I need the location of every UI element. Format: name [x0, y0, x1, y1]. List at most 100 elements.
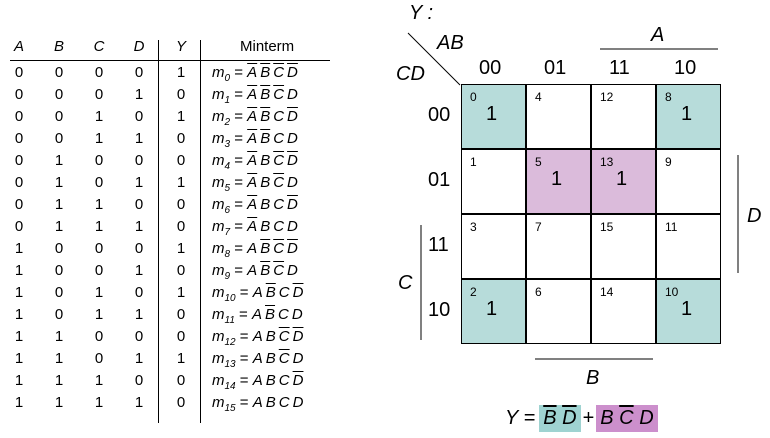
minterm-index: 9 — [224, 271, 231, 282]
minterm-equals: = — [230, 130, 248, 147]
tt-cell-a: 1 — [14, 328, 24, 345]
tt-cell-a: 1 — [14, 262, 24, 279]
kmap-row-var: CD — [396, 63, 425, 85]
minterm-literal: C — [273, 64, 285, 81]
header-b: B — [53, 38, 64, 55]
tt-cell-b: 0 — [54, 86, 64, 103]
minterm-literal: A — [247, 108, 258, 125]
kmap-cell-index: 4 — [535, 90, 542, 104]
kmap-col-label: 10 — [674, 57, 697, 79]
tt-cell-c: 1 — [94, 284, 104, 301]
header-y: Y — [175, 38, 186, 55]
header-d: D — [133, 38, 145, 55]
kmap-cell-index: 0 — [470, 90, 477, 104]
tt-cell-y: 0 — [176, 372, 186, 389]
minterm-literal: D — [287, 174, 298, 191]
kmap-cell-index: 8 — [665, 90, 672, 104]
tt-cell-d: 1 — [134, 306, 144, 323]
minterm-literal: A — [252, 372, 263, 389]
minterm-equals: = — [230, 174, 248, 191]
tt-cell-y: 0 — [176, 218, 186, 235]
header-c: C — [93, 38, 105, 55]
tt-cell-d: 0 — [134, 152, 144, 169]
kmap-cell-index: 2 — [470, 285, 477, 299]
minterm-index: 5 — [224, 183, 231, 194]
minterm-literal: D — [292, 328, 304, 345]
minterm-literal: D — [287, 262, 298, 279]
minterm-literal: C — [273, 174, 285, 191]
minterm-literal: D — [292, 394, 304, 411]
tt-cell-b: 1 — [54, 394, 64, 411]
minterm-symbol: m — [212, 152, 225, 169]
kmap-cell-value: 1 — [551, 168, 563, 190]
header-rule — [10, 60, 330, 61]
header-a: A — [13, 38, 24, 55]
minterm-equals: = — [230, 218, 248, 235]
divider-output — [200, 40, 201, 423]
kmap-col-var: AB — [437, 32, 464, 54]
kmap-cell: 7 — [526, 214, 591, 279]
var-c-label: C — [398, 272, 413, 294]
minterm-literal: B — [265, 350, 276, 367]
minterm-literal: D — [287, 86, 298, 103]
minterm-index: 6 — [224, 205, 231, 216]
minterm-symbol: m — [212, 64, 225, 81]
minterm-literal: C — [273, 130, 285, 147]
kmap-cell: 10 1 — [656, 279, 721, 344]
kmap-cell: 15 — [591, 214, 656, 279]
tt-cell-a: 1 — [14, 284, 24, 301]
minterm-literal: C — [273, 218, 285, 235]
term1-var: B — [543, 407, 557, 429]
tt-cell-b: 0 — [54, 130, 64, 147]
tt-cell-c: 1 — [94, 372, 104, 389]
minterm-literal: A — [247, 218, 258, 235]
kmap-cell-index: 1 — [470, 155, 477, 169]
kmap-cell: 6 — [526, 279, 591, 344]
minterm-literal: B — [265, 328, 276, 345]
minterm-equals: = — [235, 350, 253, 367]
minterm-literal: B — [260, 196, 271, 213]
minterm-literal: D — [287, 108, 298, 125]
tt-cell-d: 1 — [134, 130, 144, 147]
kmap-cell-index: 6 — [535, 285, 542, 299]
kmap-output-label: Y : — [409, 2, 434, 24]
tt-cell-d: 0 — [134, 328, 144, 345]
tt-cell-d: 0 — [134, 64, 144, 81]
kmap-cell: 1 — [461, 149, 526, 214]
kmap-cell-index: 12 — [600, 90, 614, 104]
minterm-index: 12 — [224, 337, 236, 348]
minterm-literal: D — [287, 240, 298, 257]
minterm-literal: B — [260, 130, 271, 147]
minterm-literal: A — [247, 64, 258, 81]
tt-cell-d: 0 — [134, 284, 144, 301]
kmap-cell-value: 1 — [486, 298, 498, 320]
tt-cell-a: 1 — [14, 372, 24, 389]
minterm-literal: D — [287, 64, 298, 81]
kmap-cell-index: 3 — [470, 220, 477, 234]
minterm-literal: A — [252, 306, 263, 323]
kmap-row-label: 01 — [428, 169, 451, 191]
tt-cell-c: 0 — [94, 328, 104, 345]
tt-cell-d: 0 — [134, 196, 144, 213]
kmap-cell: 11 — [656, 214, 721, 279]
minterm-symbol: m — [212, 108, 225, 125]
tt-cell-c: 0 — [94, 262, 104, 279]
tt-cell-y: 0 — [176, 86, 186, 103]
minterm-literal: C — [273, 262, 285, 279]
minterm-symbol: m — [212, 372, 225, 389]
tt-cell-y: 0 — [176, 152, 186, 169]
minterm-literal: B — [265, 394, 276, 411]
tt-cell-c: 1 — [94, 196, 104, 213]
tt-cell-d: 1 — [134, 394, 144, 411]
minterm-literal: B — [265, 372, 276, 389]
minterm-literal: A — [252, 350, 263, 367]
kmap-cell-index: 13 — [600, 155, 614, 169]
tt-cell-c: 1 — [94, 394, 104, 411]
tt-cell-c: 1 — [94, 108, 104, 125]
minterm-literal: C — [278, 328, 290, 345]
term2-var: B — [600, 407, 614, 429]
kmap-cell-value: 1 — [681, 103, 693, 125]
var-d-label: D — [747, 205, 762, 227]
